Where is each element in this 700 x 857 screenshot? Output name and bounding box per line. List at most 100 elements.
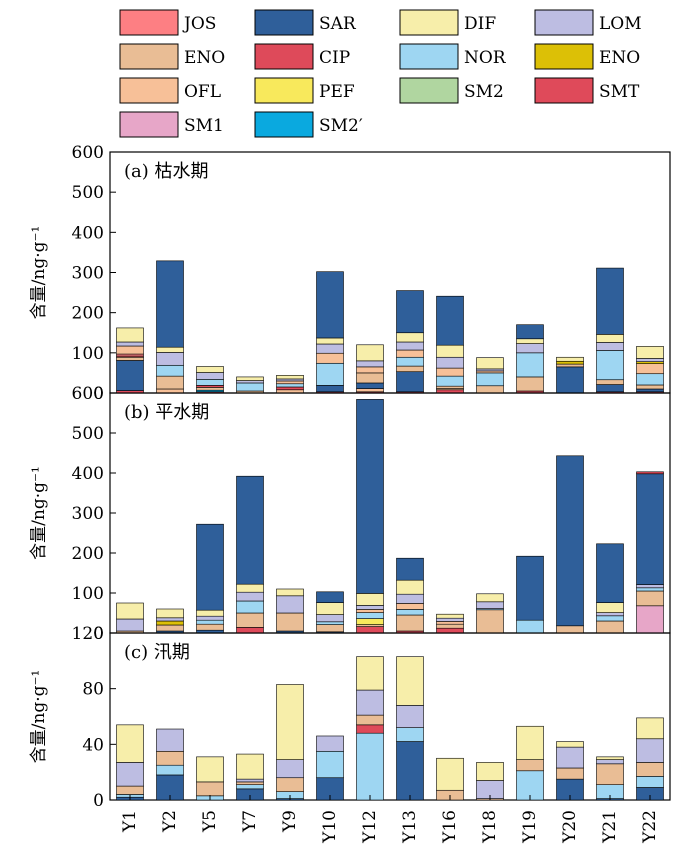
bar-segment-eno_a-y12 [356,714,384,726]
bar-segment-lom-y1 [116,341,144,347]
bar-segment-eno_a-y5 [196,623,224,631]
bar-segment-smt-y5 [196,385,224,388]
bar-segment-sar-y13 [396,741,424,801]
bar-segment-nor-y12 [356,732,384,801]
bar-segment-ofl-y22 [636,363,664,375]
bar-segment-dif-y13 [396,656,424,706]
y-tick-label: 600 [72,384,104,404]
bar-segment-lom-y10 [316,735,344,752]
bar-segment-sar-y12 [356,382,384,389]
bar-segment-eno_a-y16 [436,385,464,389]
bar-segment-sm1-y22 [636,605,664,634]
bar-segment-eno_a-y22 [636,384,664,390]
bar-segment-eno_a-y5 [196,387,224,391]
y-axis-label: 含量/ng·g⁻¹ [29,670,49,764]
bar-segment-dif-y21 [596,756,624,760]
bar-segment-ofl-y9 [276,380,304,385]
legend-label-eno_b: ENO [599,48,640,68]
bar-segment-dif-y7 [236,376,264,381]
bar-segment-ofl-y2 [156,388,184,394]
y-tick-label: 100 [72,584,104,604]
panel-title: (a) 枯水期 [124,161,209,182]
plot-frame [109,151,671,394]
bar-segment-cip-y12 [356,626,384,634]
legend-swatch-dif [399,9,459,36]
bar-segment-sar-y13 [396,371,424,393]
legend-swatch-smt [534,77,594,104]
bar-segment-lom-y12 [356,360,384,368]
bar-segment-nor-y22 [636,776,664,788]
bar-segment-dif-y13 [396,579,424,595]
bar-segment-nor-y22 [636,587,664,592]
bar-segment-lom-y16 [436,356,464,369]
y-tick-label: 500 [72,424,104,444]
bar-segment-sar-y19 [516,324,544,340]
bar-segment-ofl-y13 [396,603,424,610]
bar-segment-dif-y9 [276,375,304,380]
bar-segment-eno_a-y13 [396,614,424,632]
bar-segment-lom-y21 [596,342,624,351]
bar-segment-ofl-y16 [436,621,464,625]
bar-segment-cip-y12 [356,724,384,734]
bar-segment-dif-y7 [236,583,264,593]
bar-segment-jos-y1 [116,353,144,357]
legend-swatch-sar [254,9,314,36]
bar-segment-lom-y22 [636,584,664,589]
legend-label-jos: JOS [182,14,216,34]
x-tick-label: Y10 [320,810,340,844]
bar-segment-lom-y1 [116,762,144,787]
bar-segment-nor-y13 [396,727,424,742]
bar-segment-nor-y2 [156,764,184,776]
panel-title: (c) 汛期 [124,642,190,663]
bar-segment-sar-y1 [116,360,144,391]
bar-segment-eno_a-y20 [556,363,584,368]
bar-segment-lom-y12 [356,605,384,610]
bar-segment-nor-y9 [276,383,304,388]
bar-segment-dif-y12 [356,593,384,606]
bar-segment-dif-y5 [196,756,224,783]
bar-segment-lom-y2 [156,728,184,752]
y-tick-label: 80 [82,680,104,700]
y-tick-label: 300 [72,504,104,524]
bar-segment-sar-y19 [516,555,544,621]
plot-frame [109,632,671,801]
y-tick-label: 0 [93,791,104,811]
y-axis-label: 含量/ng·g⁻¹ [29,226,49,320]
bar-segment-eno_a-y13 [396,365,424,373]
bar-segment-lom-y9 [276,595,304,614]
bar-segment-dif-y22 [636,346,664,359]
bar-segment-sar-y20 [556,366,584,394]
x-tick-label: Y2 [160,810,180,833]
legend-swatch-ofl [119,77,179,104]
bar-segment-eno_a-y9 [276,777,304,792]
bar-segment-dif-y18 [476,357,504,370]
legend-swatch-sm1 [119,111,179,138]
bar-segment-nor-y21 [596,615,624,622]
bar-segment-nor-y21 [596,350,624,381]
legend-label-sm1: SM1 [184,116,224,136]
bar-segment-lom-y13 [396,341,424,351]
panel-1: 0 100 200 300 400 500 600 含量/ng·g⁻¹ (a) 枯水期 [29,143,671,404]
y-tick-label: 200 [72,304,104,324]
x-tick-label: Y20 [560,810,580,844]
bar-segment-lom-y5 [196,615,224,621]
bar-segment-dif-y20 [556,356,584,362]
legend-label-ofl: OFL [184,82,221,102]
bar-segment-dif-y16 [436,344,464,358]
bar-segment-ofl-y13 [396,349,424,358]
x-tick-label: Y5 [200,810,220,833]
bar-segment-lom-y2 [156,352,184,366]
legend-label-pef: PEF [319,82,355,102]
bar-segment-nor-y13 [396,609,424,616]
bar-segment-lom-y21 [596,759,624,765]
bar-segment-ofl-y1 [116,345,144,355]
bar-segment-lom-y13 [396,593,424,604]
bar-segment-nor-y19 [516,352,544,378]
x-tick-label: Y12 [360,810,380,844]
bar-segment-dif-y7 [236,753,264,780]
bar-segment-sar-y21 [596,267,624,335]
bar-segment-lom-y10 [316,343,344,354]
bar-segment-eno_a-y22 [636,762,664,777]
bar-segment-dif-y21 [596,334,624,343]
